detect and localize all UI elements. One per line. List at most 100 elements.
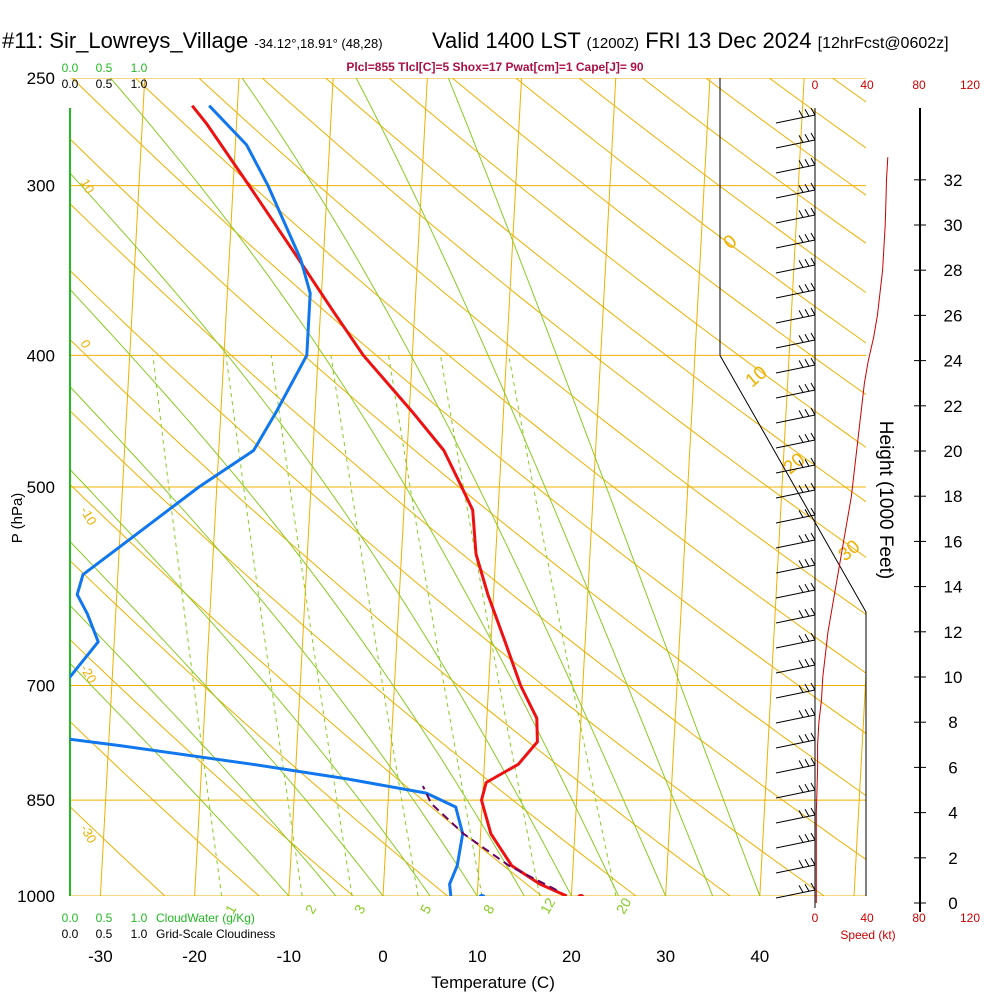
wind-barb-flag <box>810 632 816 641</box>
dry-adiabat <box>70 269 825 896</box>
isotherm-line <box>288 78 334 896</box>
wind-barb <box>775 357 816 374</box>
dry-adiabat <box>198 78 866 616</box>
moist-adiabat <box>447 78 761 896</box>
moist-adiabat <box>70 540 384 896</box>
wind-barb <box>775 632 816 649</box>
wind-barb-staff <box>775 714 816 724</box>
cloud-water-tick-bottom: 1.0 <box>131 911 148 925</box>
height-tick-label: 24 <box>944 352 963 371</box>
wind-barb-flag <box>810 107 816 116</box>
wind-barb-staff <box>775 664 816 674</box>
wind-barb <box>775 832 816 849</box>
wind-barb-flag <box>810 432 816 441</box>
moist-adiabat <box>110 78 619 896</box>
wind-barb-staff <box>775 839 816 849</box>
isotherm-label-right: 30 <box>835 536 865 566</box>
wind-barb-staff <box>775 489 816 499</box>
wind-barb-flag <box>810 707 816 716</box>
wind-barb-staff <box>775 464 816 474</box>
mixing-ratio-label: 2 <box>302 902 320 917</box>
wind-barb <box>775 882 816 899</box>
wind-barb-flag <box>798 835 804 843</box>
wind-barb-flag <box>810 257 816 266</box>
wind-barb-flag <box>810 382 816 391</box>
wind-barb-staff <box>775 439 816 449</box>
wind-barb-flag <box>804 658 810 667</box>
wind-barb-flag <box>810 682 816 691</box>
wind-barb-flag <box>810 157 816 166</box>
wind-barb-staff <box>775 114 816 124</box>
cloud-water-tick-bottom: 0.5 <box>96 911 113 925</box>
wind-barb-flag <box>804 583 810 592</box>
dry-adiabat <box>70 410 637 896</box>
wind-barb-flag <box>804 633 810 642</box>
valid-time: Valid 1400 LST (1200Z) FRI 13 Dec 2024 [… <box>432 28 949 54</box>
cloud-water-tick-top: 1.0 <box>131 61 148 75</box>
cloudiness-label: Grid-Scale Cloudiness <box>156 927 275 941</box>
speed-tick-label-top: 0 <box>812 78 819 92</box>
moist-adiabat <box>70 468 431 896</box>
wind-barb <box>775 582 816 599</box>
height-tick-label: 4 <box>948 804 957 823</box>
moist-adiabat <box>70 604 337 896</box>
wind-barb-flag <box>804 883 810 892</box>
wind-barb-flag <box>798 585 804 593</box>
wind-barb-flag <box>798 860 804 868</box>
wind-barb-staff <box>775 889 816 899</box>
speed-tick-label-bottom: 40 <box>860 911 874 925</box>
temperature-profile <box>191 104 568 896</box>
wind-barb-flag <box>810 357 816 366</box>
wind-barb-flag <box>798 885 804 893</box>
wind-barb-flag <box>798 285 804 293</box>
cloud-water-tick-top: 0.5 <box>96 61 113 75</box>
wind-barb-flag <box>810 207 816 216</box>
wind-barb-flag <box>804 808 810 817</box>
temperature-tick-label: 30 <box>656 947 675 966</box>
isotherm-line <box>759 78 805 896</box>
wind-barb-flag <box>804 533 810 542</box>
dry-adiabat <box>325 78 866 503</box>
height-tick-label: 26 <box>944 306 963 325</box>
wind-barb-flag <box>804 608 810 617</box>
moist-adiabat <box>70 288 525 896</box>
wind-barb-flag <box>798 760 804 768</box>
dry-adiabat <box>70 806 166 896</box>
wind-barb-staff <box>775 389 816 399</box>
mixing-ratio-label: 3 <box>351 902 369 917</box>
height-tick-label: 12 <box>944 623 963 642</box>
wind-barb-flag <box>804 383 810 392</box>
wind-barb <box>775 307 816 324</box>
height-axis-label: Height (1000 Feet) <box>875 421 896 579</box>
height-tick-label: 8 <box>948 713 957 732</box>
wind-barb <box>775 457 816 474</box>
wind-barb-flag <box>804 233 810 242</box>
wind-barb <box>775 407 816 424</box>
isotherm-label: 0 <box>77 337 94 351</box>
wind-barb-flag <box>810 132 816 141</box>
dry-adiabat <box>71 78 866 735</box>
wind-barb-flag <box>798 710 804 718</box>
wind-speed-profile <box>815 157 889 903</box>
wind-barb-staff <box>775 264 816 274</box>
moist-adiabat <box>241 78 667 896</box>
wind-barb-flag <box>798 535 804 543</box>
wind-barb-staff <box>775 514 816 524</box>
height-tick-label: 28 <box>944 261 963 280</box>
pressure-tick-label: 250 <box>27 69 55 88</box>
wind-barb <box>775 657 816 674</box>
cloud-water-tick-bottom: 0.0 <box>62 911 79 925</box>
temperature-tick-label: 0 <box>378 947 387 966</box>
mixing-ratio-label: 12 <box>537 895 559 917</box>
y-axis-label: P (hPa) <box>9 493 26 544</box>
cloudiness-tick-bottom: 0.0 <box>62 927 79 941</box>
chart-title: #11: Sir_Lowreys_Village -34.12°,18.91° … <box>2 28 383 54</box>
wind-barb-staff <box>775 764 816 774</box>
wind-barb-staff <box>775 739 816 749</box>
temperature-tick-label: 40 <box>750 947 769 966</box>
wind-barb <box>775 432 816 449</box>
wind-barb-flag <box>804 208 810 217</box>
cloudiness-tick-top: 0.0 <box>62 77 79 91</box>
wind-barb <box>775 257 816 274</box>
speed-tick-label-bottom: 120 <box>960 911 980 925</box>
